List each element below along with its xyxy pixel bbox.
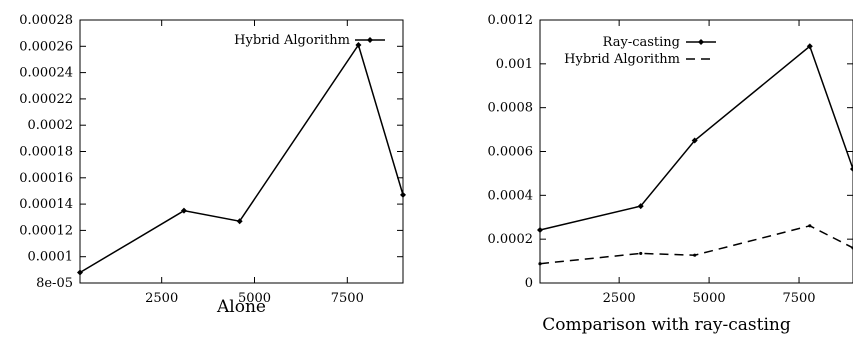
series-line-2: [539, 225, 853, 265]
y-tick-label: 0.0008: [488, 101, 534, 116]
legend-marker: [698, 39, 704, 45]
y-tick-label: 0.00026: [19, 39, 73, 54]
x-tick-label: 5000: [693, 291, 726, 306]
x-axis-label: Comparison with ray-casting: [542, 315, 791, 335]
data-point: [400, 191, 406, 198]
data-point: [537, 226, 543, 233]
data-point: [808, 224, 812, 228]
legend-label: Hybrid Algorithm: [234, 33, 350, 48]
chart-2: 0 0.0002 0.0004 0.0006 0.0008 0.001 0.0012 2500…: [488, 13, 853, 335]
y-tick-label: 0.00016: [19, 171, 73, 186]
y-tick-label: 0.0002: [488, 232, 534, 247]
data-point: [639, 251, 643, 256]
data-point: [806, 43, 813, 50]
chart-1: 8e-05 0.0001 0.00012 0.00014 0.00016 0.00018 0…: [19, 13, 406, 317]
data-point: [691, 137, 698, 144]
data-point: [538, 262, 542, 266]
data-point: [77, 269, 83, 276]
y-tick-label: 0.00022: [19, 92, 73, 107]
x-axis-label: Alone: [216, 297, 266, 317]
y-tick-label: 0.0012: [488, 13, 534, 28]
x-tick-label: 2500: [145, 291, 178, 306]
data-point: [637, 203, 644, 210]
y-tick-label: 0.00012: [19, 223, 73, 238]
y-tick-label: 0.0006: [488, 145, 534, 160]
data-point: [693, 253, 697, 257]
y-tick-label: 0: [525, 276, 533, 291]
y-tick-label: 0.0004: [488, 188, 534, 203]
y-tick-label: 0.00024: [19, 66, 73, 81]
data-point: [236, 218, 243, 225]
y-tick-label: 8e-05: [36, 276, 73, 291]
y-tick-label: 0.00014: [19, 197, 73, 212]
y-tick-label: 0.001: [496, 57, 533, 72]
legend-label: Hybrid Algorithm: [564, 52, 680, 67]
x-tick-label: 5000: [238, 291, 271, 306]
x-tick-label: 7500: [782, 291, 815, 306]
legend-label: Ray-casting: [603, 35, 680, 50]
data-point: [180, 207, 187, 214]
y-tick-label: 0.0002: [28, 118, 74, 133]
legend-marker: [367, 37, 373, 43]
y-tick-label: 0.0001: [28, 250, 74, 265]
series-line-1: [539, 45, 853, 231]
y-tick-label: 0.00028: [19, 13, 73, 28]
data-point: [355, 41, 362, 48]
data-point: [850, 166, 853, 173]
x-tick-label: 2500: [603, 291, 636, 306]
y-tick-label: 0.00018: [19, 145, 73, 160]
x-tick-label: 7500: [331, 291, 364, 306]
series-line-1: [79, 43, 404, 274]
